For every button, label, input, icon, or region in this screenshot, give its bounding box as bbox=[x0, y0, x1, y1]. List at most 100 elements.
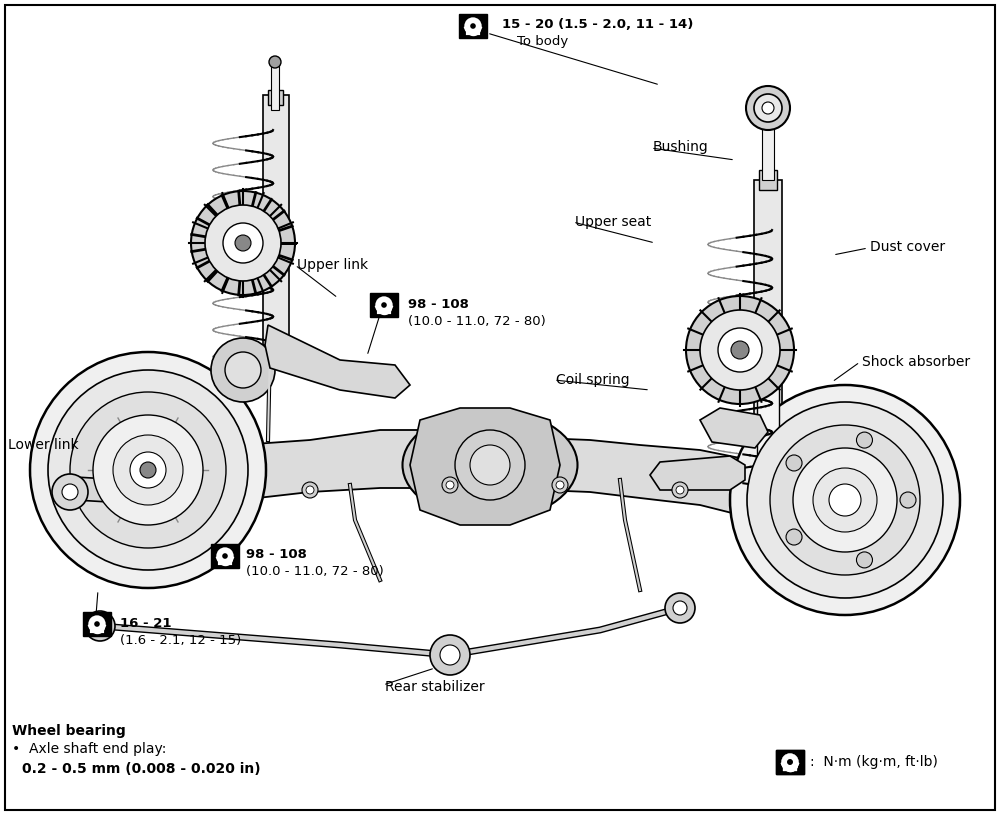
Bar bbox=[759, 170, 777, 190]
Circle shape bbox=[856, 432, 872, 448]
Text: 16 - 21: 16 - 21 bbox=[120, 617, 172, 630]
Text: 98 - 108: 98 - 108 bbox=[408, 298, 469, 311]
Circle shape bbox=[455, 430, 525, 500]
Circle shape bbox=[747, 402, 943, 598]
Bar bbox=[263, 95, 289, 345]
Bar bbox=[83, 612, 111, 636]
Circle shape bbox=[52, 474, 88, 510]
Circle shape bbox=[30, 352, 266, 588]
Bar bbox=[459, 14, 487, 38]
Circle shape bbox=[381, 302, 387, 308]
Circle shape bbox=[302, 482, 318, 498]
Circle shape bbox=[781, 753, 799, 771]
Circle shape bbox=[781, 753, 799, 771]
Circle shape bbox=[700, 310, 780, 390]
Circle shape bbox=[430, 635, 470, 675]
Text: •  Axle shaft end play:: • Axle shaft end play: bbox=[12, 742, 166, 756]
Circle shape bbox=[269, 56, 281, 68]
Circle shape bbox=[900, 492, 916, 508]
Text: (10.0 - 11.0, 72 - 80): (10.0 - 11.0, 72 - 80) bbox=[408, 315, 546, 328]
Polygon shape bbox=[70, 477, 175, 510]
Circle shape bbox=[93, 415, 203, 525]
Text: Shock absorber: Shock absorber bbox=[862, 355, 970, 369]
Circle shape bbox=[464, 17, 482, 35]
Circle shape bbox=[464, 17, 482, 35]
Circle shape bbox=[70, 392, 226, 548]
Circle shape bbox=[786, 455, 802, 471]
Text: Upper link: Upper link bbox=[297, 258, 368, 272]
Circle shape bbox=[222, 553, 228, 559]
Bar bbox=[757, 340, 779, 460]
Text: Dust cover: Dust cover bbox=[870, 240, 945, 254]
Circle shape bbox=[93, 619, 107, 633]
Circle shape bbox=[754, 94, 782, 122]
Polygon shape bbox=[700, 408, 768, 448]
Circle shape bbox=[442, 477, 458, 493]
Text: (1.6 - 2.1, 12 - 15): (1.6 - 2.1, 12 - 15) bbox=[120, 634, 241, 647]
Circle shape bbox=[375, 297, 393, 314]
Circle shape bbox=[676, 486, 684, 494]
Text: Upper seat: Upper seat bbox=[575, 215, 651, 229]
Circle shape bbox=[813, 468, 877, 532]
Circle shape bbox=[223, 223, 263, 263]
Circle shape bbox=[306, 486, 314, 494]
Text: 15 - 20 (1.5 - 2.0, 11 - 14): 15 - 20 (1.5 - 2.0, 11 - 14) bbox=[502, 18, 693, 31]
Circle shape bbox=[88, 615, 106, 632]
Circle shape bbox=[140, 462, 156, 478]
Circle shape bbox=[85, 611, 115, 641]
Circle shape bbox=[552, 477, 568, 493]
Circle shape bbox=[216, 548, 234, 565]
Circle shape bbox=[718, 328, 762, 372]
Text: To body: To body bbox=[517, 35, 568, 48]
Text: (10.0 - 11.0, 72 - 80): (10.0 - 11.0, 72 - 80) bbox=[246, 565, 384, 578]
Circle shape bbox=[787, 760, 793, 764]
Circle shape bbox=[62, 484, 78, 500]
Circle shape bbox=[235, 235, 251, 251]
Circle shape bbox=[770, 425, 920, 575]
Bar bbox=[762, 120, 774, 180]
Circle shape bbox=[211, 338, 275, 402]
Circle shape bbox=[787, 760, 793, 764]
Circle shape bbox=[470, 445, 510, 485]
Circle shape bbox=[375, 297, 393, 314]
Text: :  N·m (kg·m, ft·lb): : N·m (kg·m, ft·lb) bbox=[810, 755, 938, 769]
Circle shape bbox=[856, 552, 872, 568]
Ellipse shape bbox=[402, 410, 578, 520]
Circle shape bbox=[130, 452, 166, 488]
Bar bbox=[370, 293, 398, 317]
Text: Rear stabilizer: Rear stabilizer bbox=[385, 680, 485, 694]
Circle shape bbox=[470, 23, 476, 29]
Bar bbox=[211, 544, 239, 568]
Circle shape bbox=[216, 548, 234, 565]
Circle shape bbox=[793, 448, 897, 552]
Circle shape bbox=[556, 481, 564, 489]
Circle shape bbox=[205, 205, 281, 281]
Circle shape bbox=[225, 352, 261, 388]
Circle shape bbox=[48, 370, 248, 570]
Text: Coil spring: Coil spring bbox=[556, 373, 630, 387]
Circle shape bbox=[781, 753, 799, 771]
Circle shape bbox=[191, 191, 295, 295]
Text: 98 - 108: 98 - 108 bbox=[246, 548, 307, 561]
Bar bbox=[776, 750, 804, 774]
Circle shape bbox=[781, 753, 799, 771]
Text: Lower link: Lower link bbox=[8, 438, 79, 452]
Bar bbox=[776, 750, 804, 774]
Circle shape bbox=[672, 482, 688, 498]
Circle shape bbox=[88, 615, 106, 632]
Polygon shape bbox=[410, 408, 560, 525]
Circle shape bbox=[730, 385, 960, 615]
Bar bbox=[271, 65, 279, 110]
Circle shape bbox=[829, 484, 861, 516]
Circle shape bbox=[673, 601, 687, 615]
Circle shape bbox=[446, 481, 454, 489]
Polygon shape bbox=[265, 325, 410, 398]
Circle shape bbox=[665, 593, 695, 623]
Bar bbox=[754, 180, 782, 520]
Bar bbox=[268, 90, 283, 105]
Circle shape bbox=[731, 341, 749, 359]
Circle shape bbox=[94, 621, 100, 627]
Circle shape bbox=[762, 102, 774, 114]
Ellipse shape bbox=[422, 425, 558, 505]
Circle shape bbox=[113, 435, 183, 505]
